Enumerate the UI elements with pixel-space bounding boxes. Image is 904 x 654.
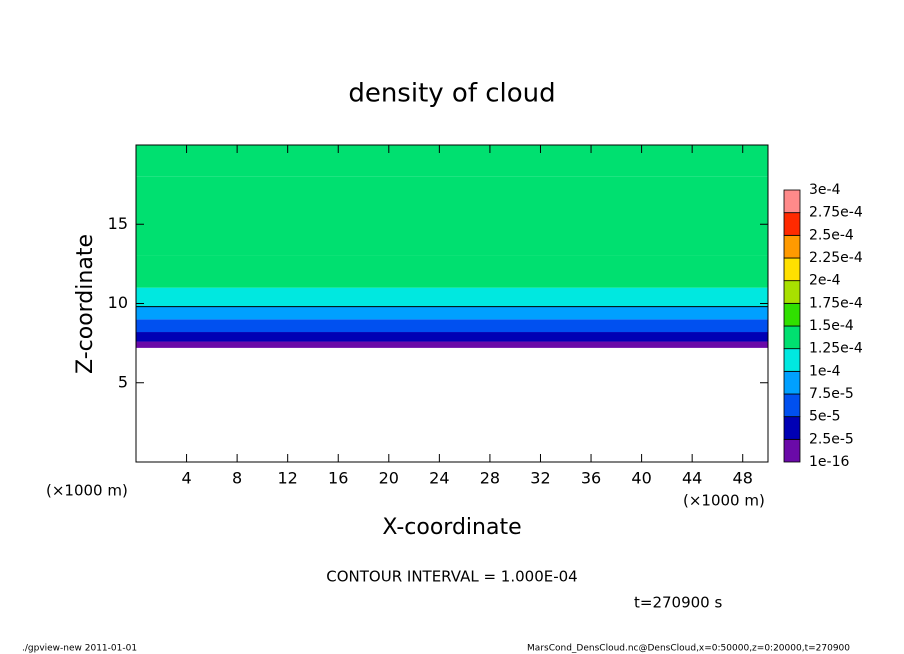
contour-interval: CONTOUR INTERVAL = 1.000E-04 <box>326 568 577 586</box>
x-tick-label: 32 <box>530 469 550 488</box>
field-band <box>136 332 768 342</box>
colorbar-box <box>783 212 801 236</box>
x-unit-label: (×1000 m) <box>46 482 128 500</box>
colorbar-box <box>783 438 801 463</box>
x-unit-label: (×1000 m) <box>683 492 765 510</box>
colorbar-box <box>783 257 801 282</box>
x-axis-label: X-coordinate <box>382 515 521 540</box>
colorbar-box <box>783 416 801 440</box>
colorbar-box <box>783 348 801 372</box>
colorbar-label: 1e-16 <box>809 454 849 470</box>
x-tick-label: 48 <box>733 469 753 488</box>
chart-title: density of cloud <box>348 79 555 109</box>
x-tick-label: 16 <box>328 469 348 488</box>
x-tick-label: 40 <box>631 469 651 488</box>
colorbar-label: 1.5e-4 <box>809 318 854 334</box>
x-tick-label: 28 <box>480 469 500 488</box>
x-tick-label: 36 <box>581 469 601 488</box>
colorbar-label: 3e-4 <box>809 182 841 198</box>
x-tick-label: 44 <box>682 469 702 488</box>
field-band <box>136 176 768 256</box>
colorbar-label: 2.25e-4 <box>809 250 863 266</box>
x-tick-label: 4 <box>181 469 191 488</box>
y-tick-label: 15 <box>108 214 128 233</box>
colorbar-label: 1.75e-4 <box>809 295 863 311</box>
y-tick-label: 5 <box>118 372 128 391</box>
colorbar-box <box>783 234 801 259</box>
colorbar-box <box>783 393 801 418</box>
x-tick-label: 12 <box>278 469 298 488</box>
field-band <box>136 341 768 348</box>
footer-left: ./gpview-new 2011-01-01 <box>22 644 137 654</box>
colorbar-label: 7.5e-5 <box>809 386 854 402</box>
colorbar-box <box>783 189 801 214</box>
y-axis-label: Z-coordinate <box>73 234 98 374</box>
colorbar-box <box>783 280 801 304</box>
colorbar-box <box>783 370 801 395</box>
time-label: t=270900 s <box>634 594 722 612</box>
colorbar-label: 2e-4 <box>809 273 841 289</box>
colorbar-label: 2.75e-4 <box>809 205 863 221</box>
field-band <box>136 145 768 177</box>
colorbar-box <box>783 302 801 327</box>
colorbar-label: 2.5e-5 <box>809 431 854 447</box>
field-band <box>136 306 768 320</box>
colorbar-label: 1.25e-4 <box>809 341 863 357</box>
footer-right: MarsCond_DensCloud.nc@DensCloud,x=0:5000… <box>527 644 850 654</box>
colorbar-box <box>783 325 801 350</box>
x-tick-label: 8 <box>232 469 242 488</box>
field-band <box>136 287 768 307</box>
y-tick-label: 10 <box>108 293 128 312</box>
field-band <box>136 255 768 288</box>
x-tick-label: 24 <box>429 469 449 488</box>
x-tick-label: 20 <box>379 469 399 488</box>
colorbar-label: 5e-5 <box>809 409 840 425</box>
colorbar-label: 2.5e-4 <box>809 227 854 243</box>
field-band <box>136 319 768 333</box>
colorbar-label: 1e-4 <box>809 363 841 379</box>
